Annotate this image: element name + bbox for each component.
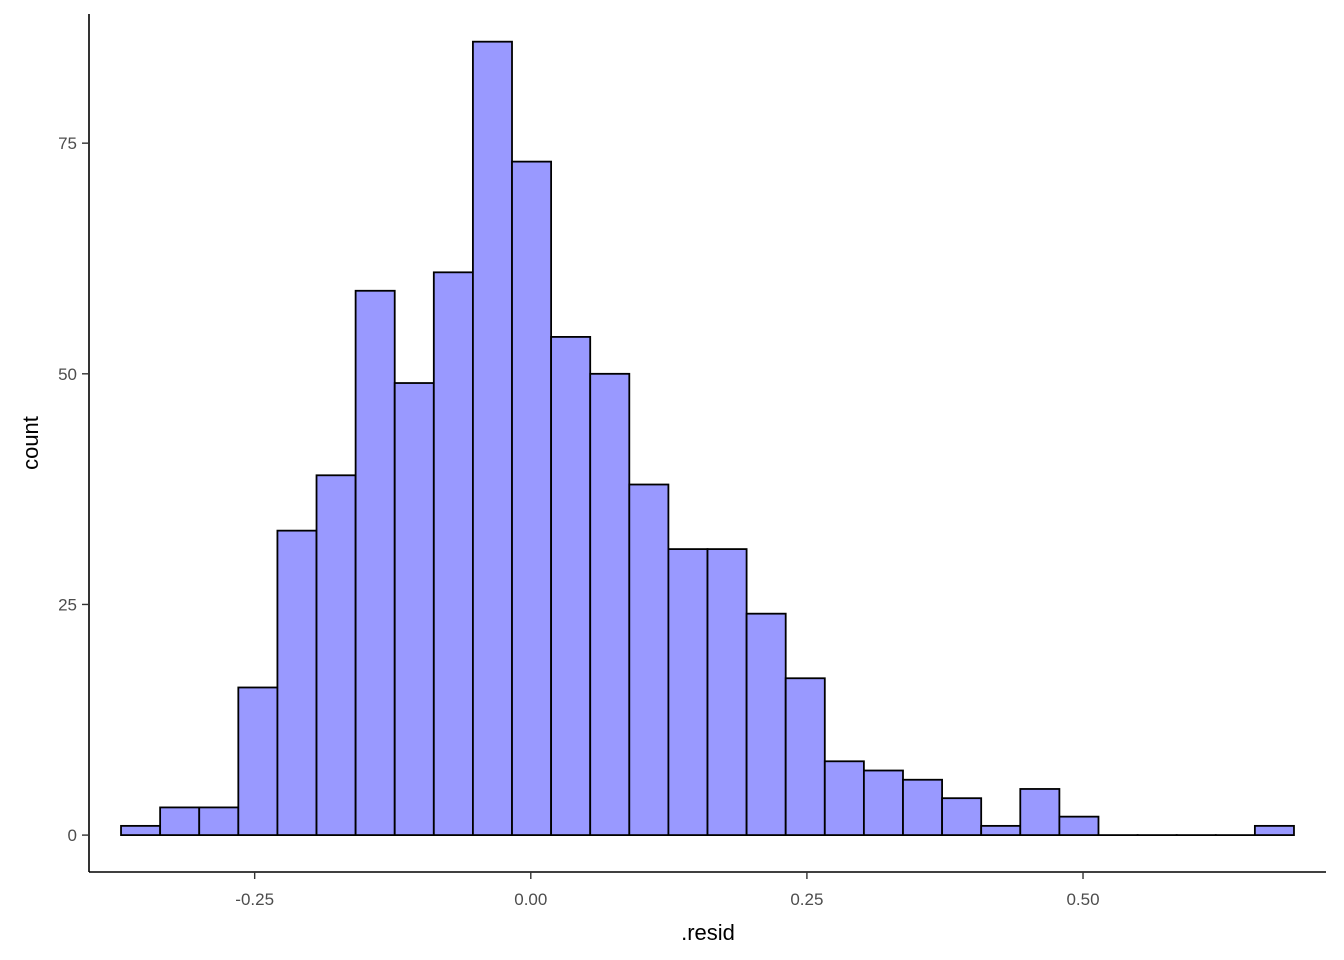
histogram-bar bbox=[980, 824, 1022, 836]
histogram-bar bbox=[354, 289, 396, 836]
y-tick-label: 50 bbox=[58, 365, 77, 384]
histogram-bar bbox=[472, 40, 513, 836]
histogram-bar bbox=[1058, 815, 1100, 836]
histogram-bar bbox=[1253, 824, 1295, 836]
histogram-bar bbox=[667, 548, 709, 836]
y-tick-label: 75 bbox=[58, 134, 77, 153]
histogram-bar bbox=[941, 797, 983, 836]
histogram-bar bbox=[784, 677, 826, 836]
histogram-bar bbox=[902, 778, 943, 836]
histogram-bar bbox=[745, 612, 787, 836]
histogram-bar bbox=[432, 271, 474, 836]
histogram-bar bbox=[862, 769, 904, 836]
histogram-bar bbox=[706, 548, 748, 836]
histogram-bar bbox=[511, 160, 553, 836]
histogram-bar bbox=[237, 686, 279, 836]
histogram-bar bbox=[589, 372, 631, 836]
x-tick-label: 0.25 bbox=[790, 890, 823, 909]
histogram-bar bbox=[120, 824, 162, 836]
histogram-bar bbox=[628, 483, 670, 836]
x-axis-ticks: -0.25 0.00 0.25 0.50 bbox=[235, 872, 1100, 909]
histogram-bar bbox=[276, 529, 318, 836]
histogram-bar bbox=[393, 382, 435, 836]
histogram-bar bbox=[1019, 788, 1061, 836]
histogram-bar bbox=[823, 760, 865, 836]
x-tick-label: -0.25 bbox=[235, 890, 274, 909]
x-axis-title: .resid bbox=[681, 920, 735, 945]
histogram-bar bbox=[315, 474, 357, 836]
x-tick-label: 0.00 bbox=[514, 890, 547, 909]
y-axis-ticks: 0 25 50 75 bbox=[58, 134, 89, 845]
histogram-bar bbox=[198, 806, 240, 836]
bars-group bbox=[120, 40, 1295, 836]
histogram-bar bbox=[550, 336, 592, 836]
y-axis-title: count bbox=[18, 416, 43, 470]
y-tick-label: 25 bbox=[58, 595, 77, 614]
histogram-bar bbox=[159, 806, 201, 836]
y-tick-label: 0 bbox=[68, 826, 77, 845]
x-tick-label: 0.50 bbox=[1066, 890, 1099, 909]
